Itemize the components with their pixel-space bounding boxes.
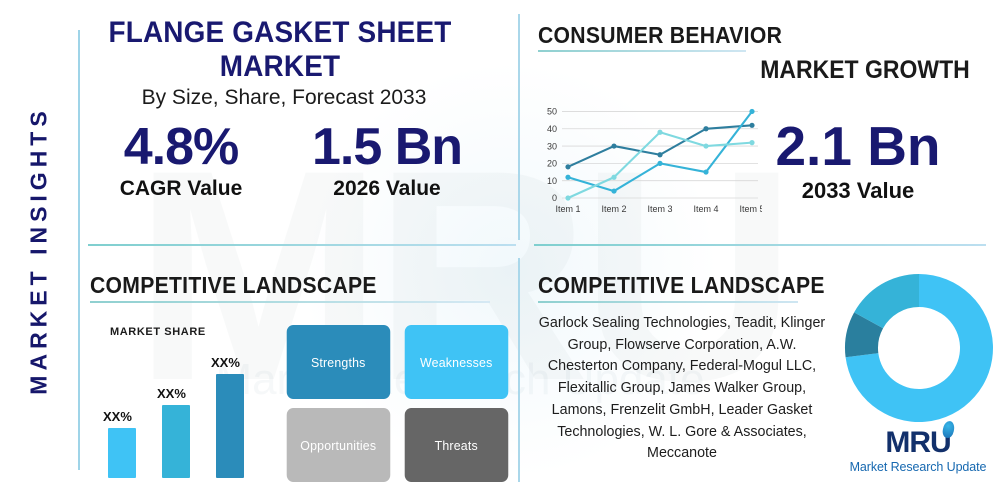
logo-tagline: Market Research Update xyxy=(849,460,987,474)
stat-2026-value: 1.5 Bn xyxy=(311,118,463,176)
bar-value-2: XX% xyxy=(157,385,186,401)
svg-text:Item 4: Item 4 xyxy=(693,204,718,214)
market-share-bar-chart: XX% XX% XX% xyxy=(100,336,270,478)
donut-segment-1 xyxy=(845,274,993,422)
page-title: FLANGE GASKET SHEET MARKET xyxy=(108,16,452,83)
svg-text:Item 2: Item 2 xyxy=(601,204,626,214)
competitive-right-underline xyxy=(538,301,798,303)
swot-box-strengths[interactable]: Strengths xyxy=(286,325,390,399)
consumer-behavior-heading: CONSUMER BEHAVIOR xyxy=(538,22,783,48)
line-chart-x-ticks: Item 1 Item 2 Item 3 Item 4 Item 5 xyxy=(555,204,762,214)
svg-text:0: 0 xyxy=(552,193,557,203)
bar-2 xyxy=(162,404,190,478)
swot-box-threats[interactable]: Threats xyxy=(404,408,508,482)
market-growth-stat: 2.1 Bn 2033 Value xyxy=(738,115,978,204)
bar-value-3: XX% xyxy=(211,355,240,371)
svg-text:10: 10 xyxy=(547,176,557,186)
donut-segments xyxy=(845,274,993,422)
donut-segment-3 xyxy=(854,274,919,329)
market-growth-label: 2033 Value xyxy=(801,177,915,203)
competitive-left-heading: COMPETITIVE LANDSCAPE xyxy=(90,272,377,298)
donut-segment-2 xyxy=(845,312,884,358)
consumer-behavior-underline xyxy=(538,50,746,52)
svg-text:Item 3: Item 3 xyxy=(647,204,672,214)
company-list: Garlock Sealing Technologies, Teadit, Kl… xyxy=(538,315,826,462)
svg-text:40: 40 xyxy=(547,124,557,134)
stat-cagr-label: CAGR Value xyxy=(119,176,243,200)
headline-stats: 4.8% CAGR Value 1.5 Bn 2026 Value xyxy=(78,120,490,201)
svg-text:Item 5: Item 5 xyxy=(739,204,762,214)
stat-cagr: 4.8% CAGR Value xyxy=(78,120,284,201)
page-subtitle: By Size, Share, Forecast 2033 xyxy=(141,86,427,109)
bar-value-1: XX% xyxy=(103,409,132,425)
logo-mark-text: MRU xyxy=(885,426,951,459)
stat-2026-label: 2026 Value xyxy=(333,176,441,200)
svg-text:30: 30 xyxy=(547,141,557,151)
competitive-right-heading: COMPETITIVE LANDSCAPE xyxy=(538,272,825,298)
line-chart-series xyxy=(565,108,755,201)
svg-text:50: 50 xyxy=(547,107,557,117)
svg-text:20: 20 xyxy=(547,159,557,169)
svg-text:Item 1: Item 1 xyxy=(555,204,580,214)
donut-svg xyxy=(845,274,993,422)
bar-1 xyxy=(108,428,136,478)
market-growth-heading: MARKET GROWTH xyxy=(760,56,970,84)
divider-right-horizontal xyxy=(534,244,986,246)
brand-logo: MRU Market Research Update xyxy=(838,420,998,474)
market-growth-value: 2.1 Bn xyxy=(775,115,941,177)
bar-3 xyxy=(216,374,244,478)
consumer-behavior-line-chart: 0 10 20 30 40 50 Item 1 Item 2 Item 3 Item 4 Item… xyxy=(536,100,762,220)
market-share-label: MARKET SHARE xyxy=(110,326,206,338)
market-split-donut-chart xyxy=(843,272,995,429)
stat-cagr-value: 4.8% xyxy=(123,118,240,176)
swot-box-weaknesses[interactable]: Weaknesses xyxy=(404,325,508,399)
competitive-left-underline xyxy=(90,301,490,303)
divider-left-horizontal xyxy=(88,244,516,246)
rail-label: MARKET INSIGHTS xyxy=(25,105,52,395)
line-chart-y-ticks: 0 10 20 30 40 50 xyxy=(547,107,557,204)
swot-grid: Strengths Weaknesses Opportunities Threats xyxy=(284,325,510,482)
logo-mark: MRU xyxy=(885,420,956,459)
stat-2026: 1.5 Bn 2026 Value xyxy=(284,120,490,201)
divider-top-vertical xyxy=(518,14,520,240)
left-rail: MARKET INSIGHTS xyxy=(0,0,78,500)
divider-bottom-vertical xyxy=(518,258,520,482)
swot-box-opportunities[interactable]: Opportunities xyxy=(286,408,390,482)
rail-divider xyxy=(78,30,80,470)
